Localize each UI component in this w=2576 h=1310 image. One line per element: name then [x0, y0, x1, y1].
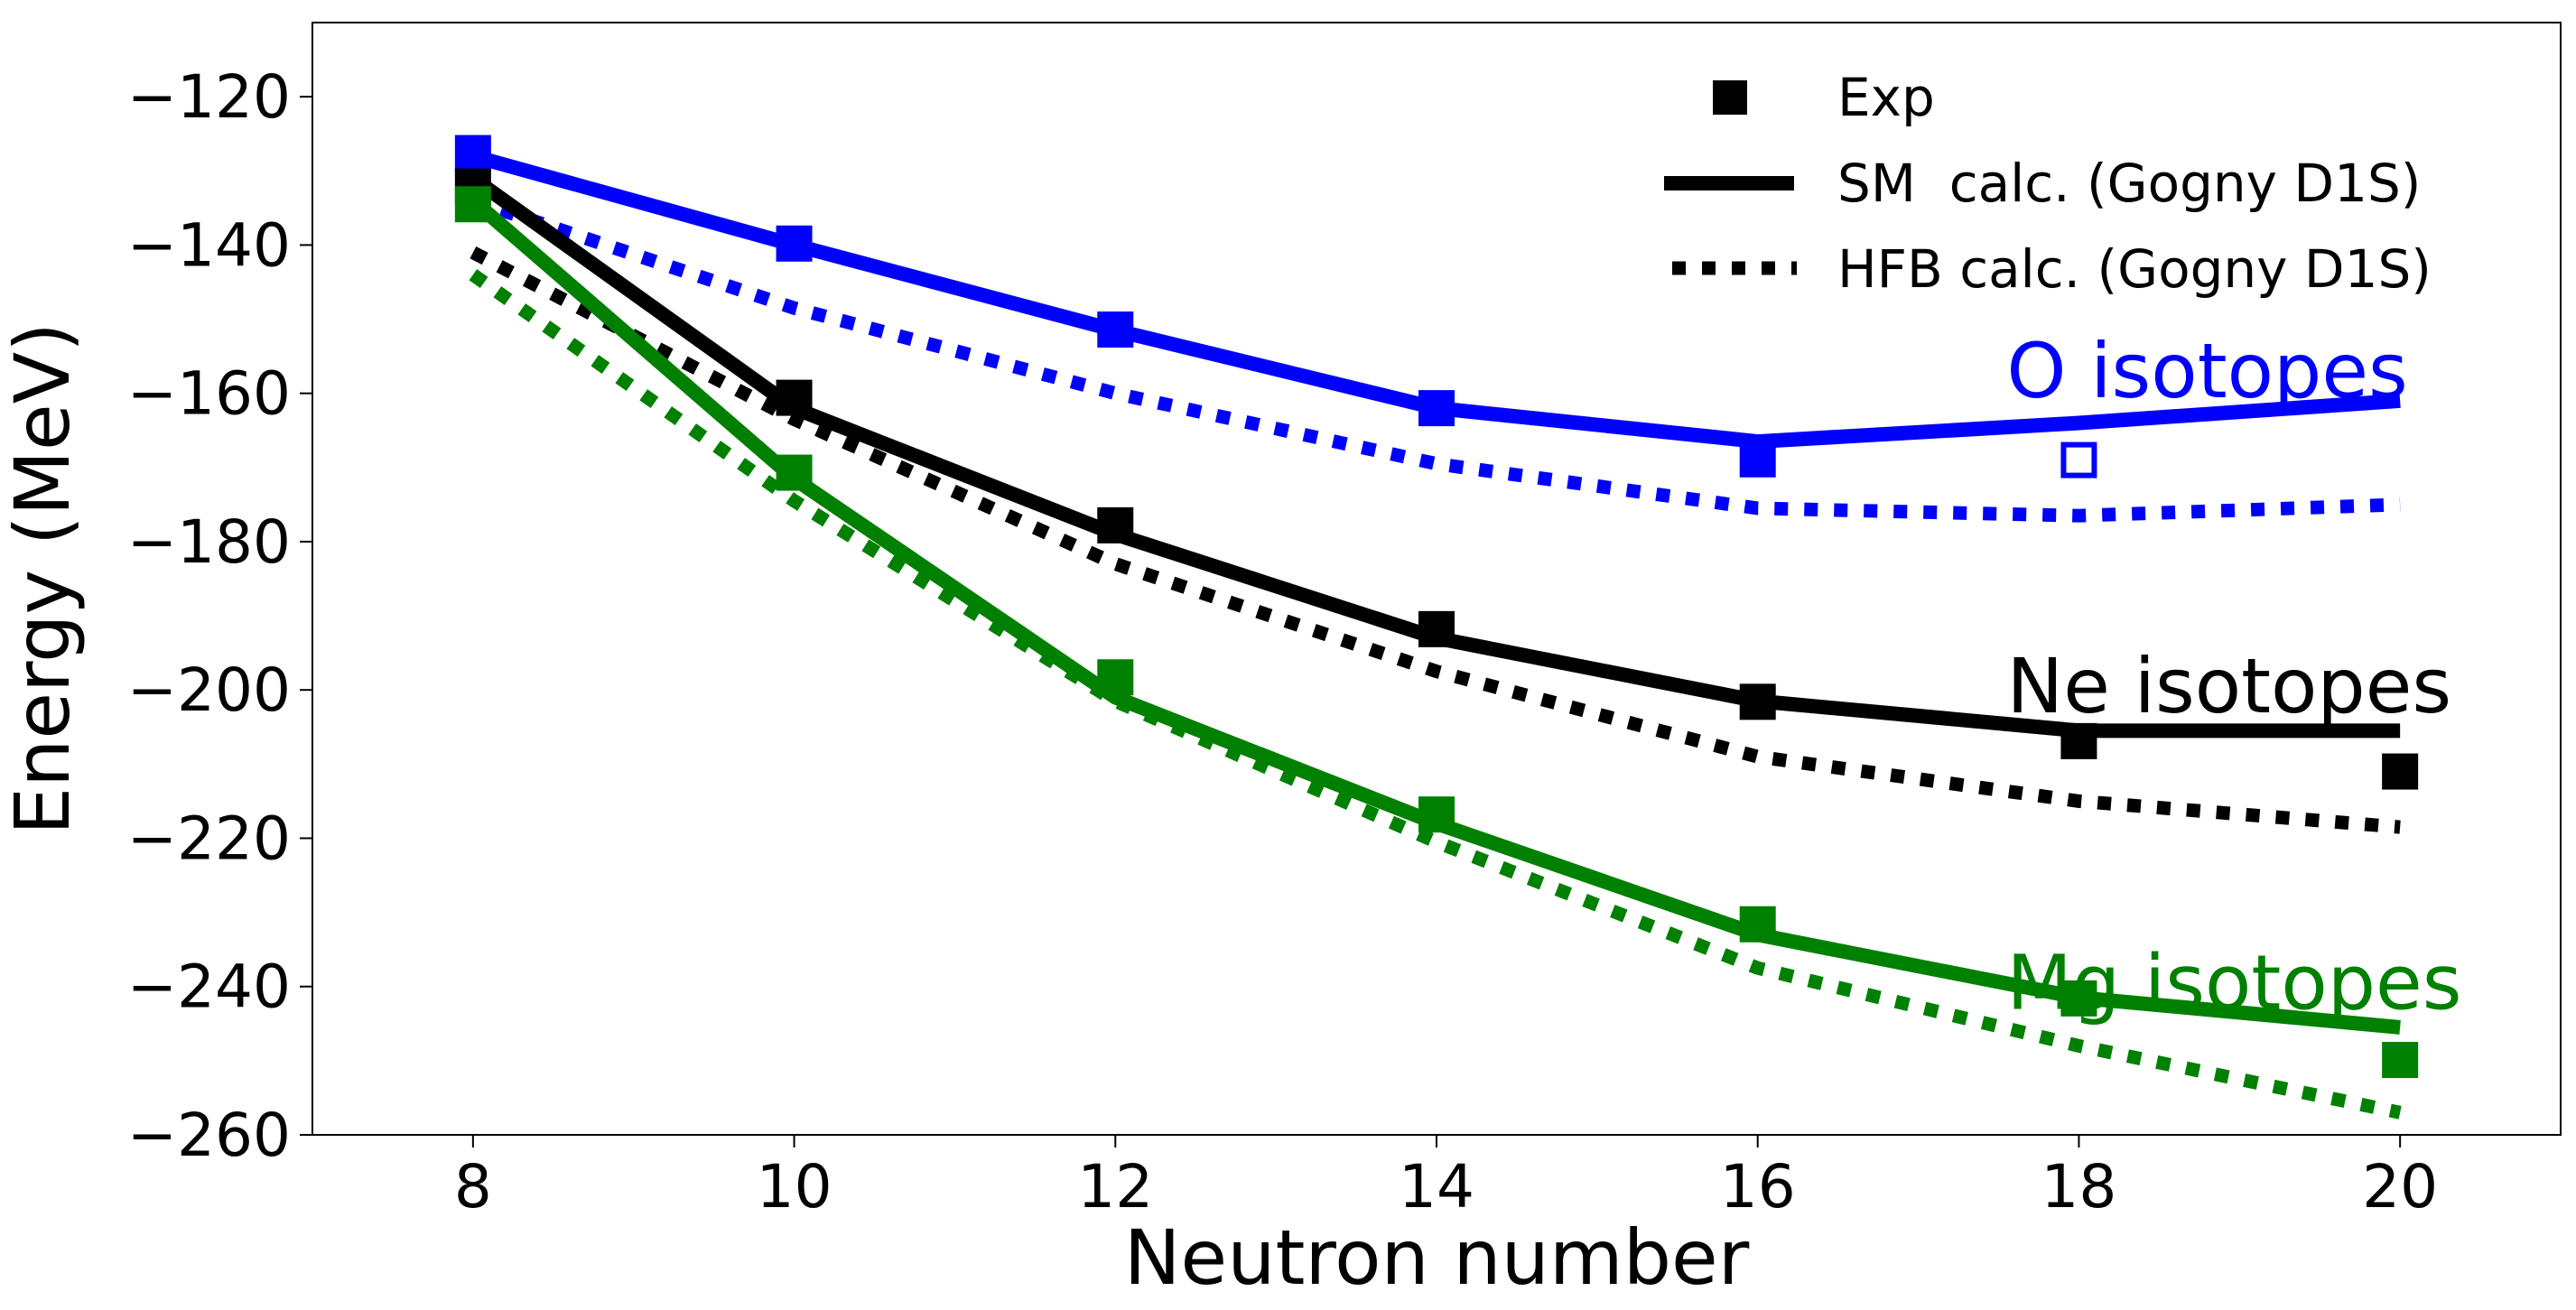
mg-isotopes-exp-point: [454, 186, 491, 223]
x-tick-label: 8: [454, 1152, 492, 1222]
y-axis-title: Energy (MeV): [0, 322, 87, 835]
x-tick-label: 18: [2041, 1152, 2116, 1222]
y-tick-label: −200: [127, 655, 291, 725]
y-tick-label: −220: [127, 804, 291, 873]
marker-layer: [454, 135, 2419, 1079]
ne-isotopes-exp-point: [1418, 610, 1455, 647]
mg-isotopes-hfb-line: [469, 269, 2402, 1120]
x-tick-label: 10: [757, 1152, 832, 1222]
group-labels: O isotopes Ne isotopes Mg isotopes: [2006, 327, 2461, 1027]
x-axis-ticks: 8 10 12 14 16 18 20: [454, 1135, 2438, 1222]
mg-isotopes-exp-point: [2382, 1042, 2419, 1079]
o-isotopes-exp-point: [454, 135, 491, 172]
o-isotopes-exp-point: [1097, 311, 1134, 348]
y-tick-label: −260: [127, 1101, 291, 1170]
y-axis-ticks: −260 −240 −220 −200 −180 −160 −140 −120: [127, 62, 312, 1170]
ne-isotopes-exp-point: [1097, 506, 1134, 544]
mg-isotopes-exp-point: [1739, 906, 1776, 943]
ne-isotopes-exp-point: [2382, 753, 2419, 790]
legend-sm-label: SM calc. (Gogny D1S): [1837, 153, 2421, 214]
y-tick-label: −120: [127, 62, 291, 132]
mg-isotopes-exp-point: [776, 454, 813, 491]
x-tick-label: 12: [1077, 1152, 1153, 1222]
o-isotopes-exp-point-open: [2060, 441, 2097, 478]
ne-isotopes-exp-point: [776, 379, 813, 416]
o-isotopes-exp-point: [776, 225, 813, 262]
o-isotopes-hfb-line: [470, 194, 2401, 523]
y-tick-label: −140: [127, 210, 291, 280]
legend: Exp SM calc. (Gogny D1S) HFB calc. (Gogn…: [1664, 67, 2432, 300]
x-tick-label: 14: [1399, 1152, 1474, 1222]
ne-isotopes-hfb-line: [470, 246, 2401, 834]
o-isotopes-label: O isotopes: [2006, 327, 2407, 415]
ne-isotopes-label: Ne isotopes: [2006, 642, 2451, 730]
legend-hfb-label: HFB calc. (Gogny D1S): [1837, 238, 2432, 300]
y-tick-label: −180: [127, 507, 291, 577]
legend-exp-label: Exp: [1837, 67, 1935, 128]
mg-isotopes-exp-point: [2060, 980, 2097, 1017]
y-tick-label: −240: [127, 952, 291, 1022]
x-tick-label: 20: [2362, 1152, 2438, 1222]
ne-isotopes-exp-point: [1739, 683, 1776, 720]
x-axis-title: Neutron number: [1124, 1213, 1750, 1302]
mg-isotopes-label: Mg isotopes: [2006, 938, 2461, 1027]
y-tick-label: −160: [127, 359, 291, 429]
legend-exp-marker: [1713, 80, 1747, 115]
mg-isotopes-exp-point: [1097, 659, 1134, 696]
x-tick-label: 16: [1720, 1152, 1796, 1222]
ne-isotopes-exp-point: [2060, 722, 2097, 759]
o-isotopes-exp-point: [1739, 441, 1776, 478]
o-isotopes-exp-point: [1418, 390, 1455, 427]
mg-isotopes-exp-point: [1418, 796, 1455, 833]
